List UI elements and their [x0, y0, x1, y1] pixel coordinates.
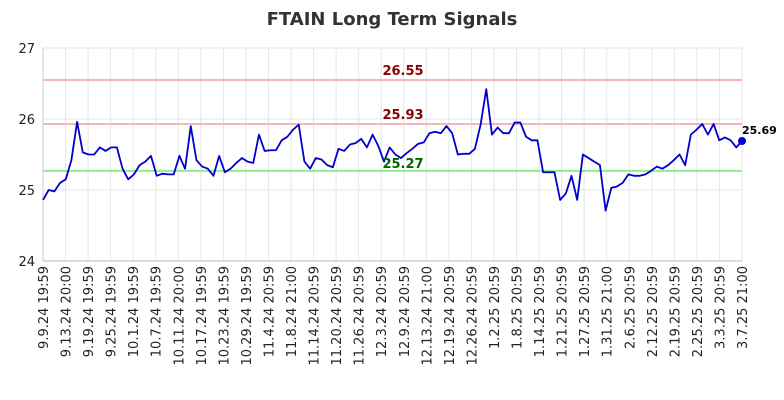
- x-tick-label: 2.19.25 20:59: [668, 266, 683, 357]
- x-tick-label: 1.2.25 20:59: [488, 266, 503, 349]
- x-tick-label: 1.31.25 21:00: [601, 266, 616, 357]
- y-tick-label: 25: [18, 184, 35, 199]
- x-tick-label: 3.3.25 20:59: [713, 266, 728, 349]
- x-tick-label: 12.3.24 20:59: [375, 266, 390, 357]
- x-tick-label: 12.26.24 20:59: [465, 266, 480, 366]
- last-value-label: 25.69: [742, 124, 777, 137]
- x-tick-label: 12.19.24 20:59: [443, 266, 458, 366]
- x-tick-label: 10.23.24 19:59: [217, 266, 232, 366]
- x-tick-label: 1.8.25 20:59: [511, 266, 526, 349]
- reference-labels: 26.55 25.93 25.27: [382, 64, 423, 172]
- y-tick-label: 26: [18, 113, 35, 128]
- x-tick-label: 2.12.25 20:59: [646, 266, 661, 357]
- price-series-line: [42, 88, 743, 212]
- series-layer: 25.69: [42, 88, 777, 212]
- last-point-marker: [738, 137, 746, 146]
- y-tick-label: 27: [18, 42, 35, 57]
- x-axis: 9.9.24 19:59 9.13.24 20:00 9.19.24 19:59 9.…: [37, 266, 751, 366]
- x-tick-label: 9.9.24 19:59: [37, 266, 52, 349]
- x-tick-label: 10.1.24 19:59: [127, 266, 142, 357]
- x-tick-label: 1.21.25 20:59: [556, 266, 571, 357]
- x-tick-label: 11.14.24 20:59: [308, 266, 323, 366]
- chart-title: FTAIN Long Term Signals: [267, 9, 518, 30]
- x-tick-label: 12.9.24 20:59: [398, 266, 413, 357]
- x-tick-label: 1.27.25 20:59: [578, 266, 593, 357]
- reference-line-label: 25.27: [382, 157, 423, 172]
- x-tick-label: 1.14.25 20:59: [533, 266, 548, 357]
- x-tick-label: 2.6.25 20:59: [623, 266, 638, 349]
- x-tick-label: 11.4.24 20:59: [262, 266, 277, 357]
- x-tick-label: 12.13.24 21:00: [420, 266, 435, 366]
- y-axis: 24 25 26 27: [18, 42, 35, 270]
- reference-lines: [43, 78, 742, 172]
- x-tick-label: 2.25.25 20:59: [691, 266, 706, 357]
- x-tick-label: 10.17.24 19:59: [195, 266, 210, 366]
- x-tick-label: 9.13.24 20:00: [60, 266, 75, 357]
- y-tick-label: 24: [18, 255, 35, 270]
- x-tick-label: 11.26.24 20:59: [353, 266, 368, 366]
- reference-line-label: 26.55: [382, 64, 423, 79]
- x-tick-label: 10.7.24 19:59: [150, 266, 165, 357]
- x-tick-label: 3.7.25 21:00: [736, 266, 751, 349]
- x-tick-label: 10.11.24 20:00: [172, 266, 187, 366]
- x-tick-label: 11.20.24 20:59: [330, 266, 345, 366]
- reference-line-label: 25.93: [382, 108, 423, 123]
- x-tick-label: 10.29.24 19:59: [240, 266, 255, 366]
- x-tick-label: 9.25.24 19:59: [105, 266, 120, 357]
- x-tick-label: 9.19.24 19:59: [82, 266, 97, 357]
- x-tick-label: 11.8.24 21:00: [285, 266, 300, 357]
